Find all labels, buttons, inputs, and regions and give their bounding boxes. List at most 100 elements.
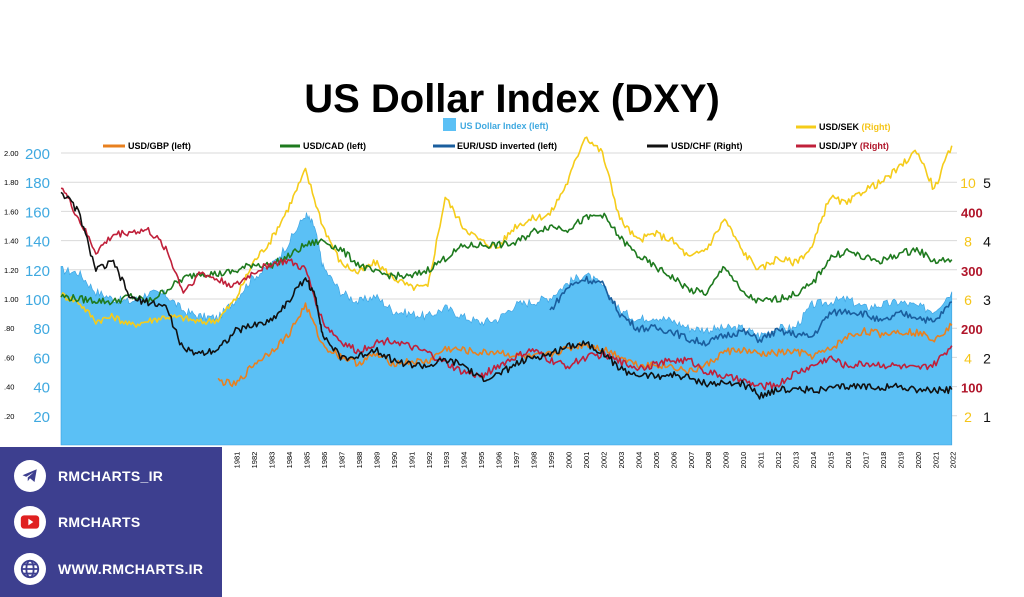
left-tick-label: 40 (33, 380, 50, 397)
x-tick-label: 1990 (390, 452, 399, 469)
x-tick-label: 1999 (547, 452, 556, 469)
left-small-tick-label: 1.60 (4, 207, 19, 216)
x-tick-label: 1984 (285, 452, 294, 469)
legend-gbp: USD/GBP (left) (128, 141, 191, 151)
sek-tick-label: 2 (964, 409, 972, 425)
left-small-tick-label: .40 (4, 383, 14, 392)
x-tick-label: 1994 (460, 452, 469, 469)
x-tick-label: 1998 (530, 452, 539, 469)
left-axis: .20 20 .40 40 .60 60 .80 80 1.00 100 1.20 120 1.40 14… (4, 146, 50, 426)
x-tick-label: 1992 (425, 452, 434, 469)
sek-tick-label: 8 (964, 234, 972, 250)
telegram-link[interactable]: RMCHARTS_IR (14, 460, 163, 492)
legend: US Dollar Index (left) USD/GBP (left) US… (103, 118, 891, 151)
x-tick-label: 2002 (599, 452, 608, 469)
telegram-icon (14, 460, 46, 492)
chf-tick-label: 3 (983, 292, 991, 308)
eur-usd-inverted-line (549, 275, 953, 347)
x-tick-label: 2018 (879, 452, 888, 469)
legend-chf: USD/CHF (Right) (671, 141, 743, 151)
jpy-tick-label: 100 (961, 381, 983, 396)
x-tick-label: 2022 (949, 452, 958, 469)
youtube-icon (14, 506, 46, 538)
x-tick-label: 2003 (617, 452, 626, 469)
left-tick-label: 200 (25, 146, 50, 163)
x-tick-label: 1982 (250, 452, 259, 469)
usd-chf-line (60, 191, 953, 400)
chf-tick-label: 5 (983, 175, 991, 191)
left-small-tick-label: 1.40 (4, 237, 19, 246)
left-small-tick-label: 2.00 (4, 149, 19, 158)
x-tick-label: 1991 (407, 452, 416, 469)
left-tick-label: 160 (25, 204, 50, 221)
legend-sek: USD/SEK (Right) (819, 122, 891, 132)
chf-tick-label: 2 (983, 350, 991, 366)
x-tick-label: 1996 (495, 452, 504, 469)
left-tick-label: 20 (33, 409, 50, 426)
x-tick-label: 1986 (320, 452, 329, 469)
left-small-tick-label: .60 (4, 353, 14, 362)
x-tick-label: 1989 (372, 452, 381, 469)
x-tick-label: 2004 (634, 452, 643, 469)
website-link[interactable]: WWW.RMCHARTS.IR (14, 553, 203, 585)
website-label: WWW.RMCHARTS.IR (58, 561, 204, 577)
sek-tick-label: 4 (964, 350, 972, 366)
left-small-tick-label: 1.80 (4, 178, 19, 187)
left-small-tick-label: .20 (4, 412, 14, 421)
left-small-tick-label: 1.20 (4, 266, 19, 275)
x-tick-label: 2006 (669, 452, 678, 469)
sek-tick-label: 6 (964, 292, 972, 308)
dxy-area (60, 212, 953, 446)
jpy-tick-label: 400 (961, 205, 983, 220)
x-tick-label: 1988 (355, 452, 364, 469)
x-tick-label: 2021 (931, 452, 940, 469)
usd-jpy-line (60, 187, 953, 391)
telegram-label: RMCHARTS_IR (58, 468, 164, 484)
youtube-label: RMCHARTS (58, 514, 141, 530)
chf-tick-label: 1 (983, 409, 991, 425)
plot-area (60, 136, 953, 446)
x-tick-label: 2015 (826, 452, 835, 469)
left-small-tick-label: .80 (4, 324, 14, 333)
x-tick-label: 2011 (757, 452, 766, 468)
left-tick-label: 80 (33, 321, 50, 338)
jpy-tick-label: 200 (961, 322, 983, 337)
x-tick-label: 1993 (442, 452, 451, 469)
chf-tick-label: 4 (983, 234, 991, 250)
x-tick-label: 1985 (303, 452, 312, 469)
x-tick-label: 2014 (809, 452, 818, 469)
x-tick-label: 2017 (861, 452, 870, 469)
youtube-link[interactable]: RMCHARTS (14, 506, 141, 538)
left-tick-label: 180 (25, 175, 50, 192)
legend-cad: USD/CAD (left) (303, 141, 366, 151)
legend-eur: EUR/USD inverted (left) (457, 141, 557, 151)
left-tick-label: 60 (33, 350, 50, 367)
left-tick-label: 100 (25, 292, 50, 309)
x-tick-label: 1981 (233, 452, 242, 469)
social-panel: RMCHARTS_IR RMCHARTS WWW.RMCHARTS.IR (0, 447, 222, 597)
x-tick-label: 2009 (722, 452, 731, 469)
sek-tick-label: 10 (960, 175, 976, 191)
x-tick-label: 1983 (268, 452, 277, 469)
x-tick-label: 2020 (914, 452, 923, 469)
legend-swatch-dxy (443, 118, 456, 131)
x-tick-label: 2012 (774, 452, 783, 469)
chart-title: US Dollar Index (DXY) (304, 77, 720, 121)
x-tick-label: 1987 (337, 452, 346, 469)
left-tick-label: 140 (25, 234, 50, 251)
x-tick-label: 2013 (792, 452, 801, 469)
x-tick-label: 1995 (477, 452, 486, 469)
x-tick-label: 2007 (687, 452, 696, 469)
legend-jpy: USD/JPY (Right) (819, 141, 889, 151)
x-tick-label: 2008 (704, 452, 713, 469)
left-small-tick-label: 1.00 (4, 295, 19, 304)
x-tick-label: 2019 (896, 452, 905, 469)
x-tick-label: 1997 (512, 452, 521, 469)
jpy-tick-label: 300 (961, 264, 983, 279)
globe-icon (14, 553, 46, 585)
x-tick-label: 2010 (739, 452, 748, 469)
x-tick-label: 2001 (582, 452, 591, 469)
legend-dxy: US Dollar Index (left) (460, 121, 549, 131)
usd-sek-line (60, 136, 953, 328)
